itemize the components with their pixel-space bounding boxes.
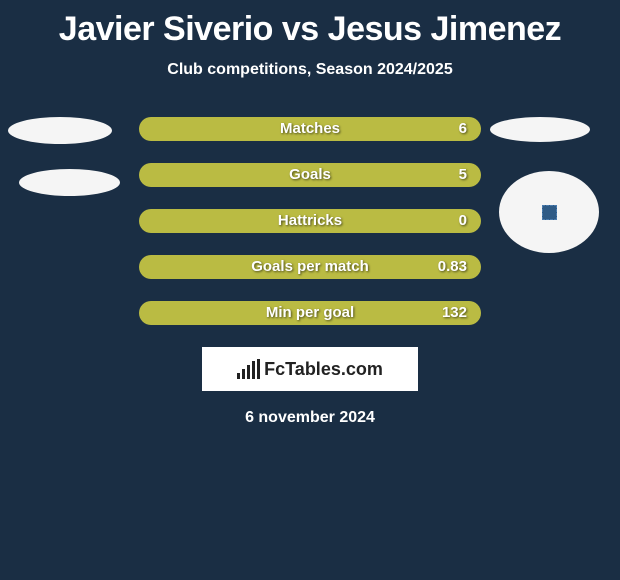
decor-inner-square (542, 205, 557, 220)
stat-row: Goals per match 0.83 (0, 255, 620, 279)
stat-value: 5 (459, 163, 467, 187)
stat-value: 132 (442, 301, 467, 325)
page-subtitle: Club competitions, Season 2024/2025 (0, 61, 620, 79)
stat-value: 0 (459, 209, 467, 233)
stat-label: Matches (280, 117, 340, 141)
stat-bar-min-per-goal: Min per goal 132 (139, 301, 481, 325)
stat-bar-hattricks: Hattricks 0 (139, 209, 481, 233)
stat-label: Goals (289, 163, 331, 187)
stat-label: Hattricks (278, 209, 342, 233)
logo-text: FcTables.com (264, 359, 383, 380)
decor-ellipse-right-1 (490, 117, 590, 142)
stat-value: 0.83 (438, 255, 467, 279)
logo-bars-icon (237, 359, 260, 379)
stat-label: Goals per match (251, 255, 369, 279)
logo-content: FcTables.com (237, 359, 383, 380)
stat-bar-goals: Goals 5 (139, 163, 481, 187)
comparison-chart: Matches 6 Goals 5 Hattricks 0 Goals per … (0, 117, 620, 325)
decor-ellipse-left-2 (19, 169, 120, 196)
stat-bar-goals-per-match: Goals per match 0.83 (139, 255, 481, 279)
stat-value: 6 (459, 117, 467, 141)
generation-date: 6 november 2024 (0, 409, 620, 427)
stat-row: Min per goal 132 (0, 301, 620, 325)
decor-circle-right (499, 171, 599, 253)
stat-bar-matches: Matches 6 (139, 117, 481, 141)
stat-label: Min per goal (266, 301, 354, 325)
page-title: Javier Siverio vs Jesus Jimenez (0, 0, 620, 49)
decor-ellipse-left-1 (8, 117, 112, 144)
fctables-logo[interactable]: FcTables.com (202, 347, 418, 391)
